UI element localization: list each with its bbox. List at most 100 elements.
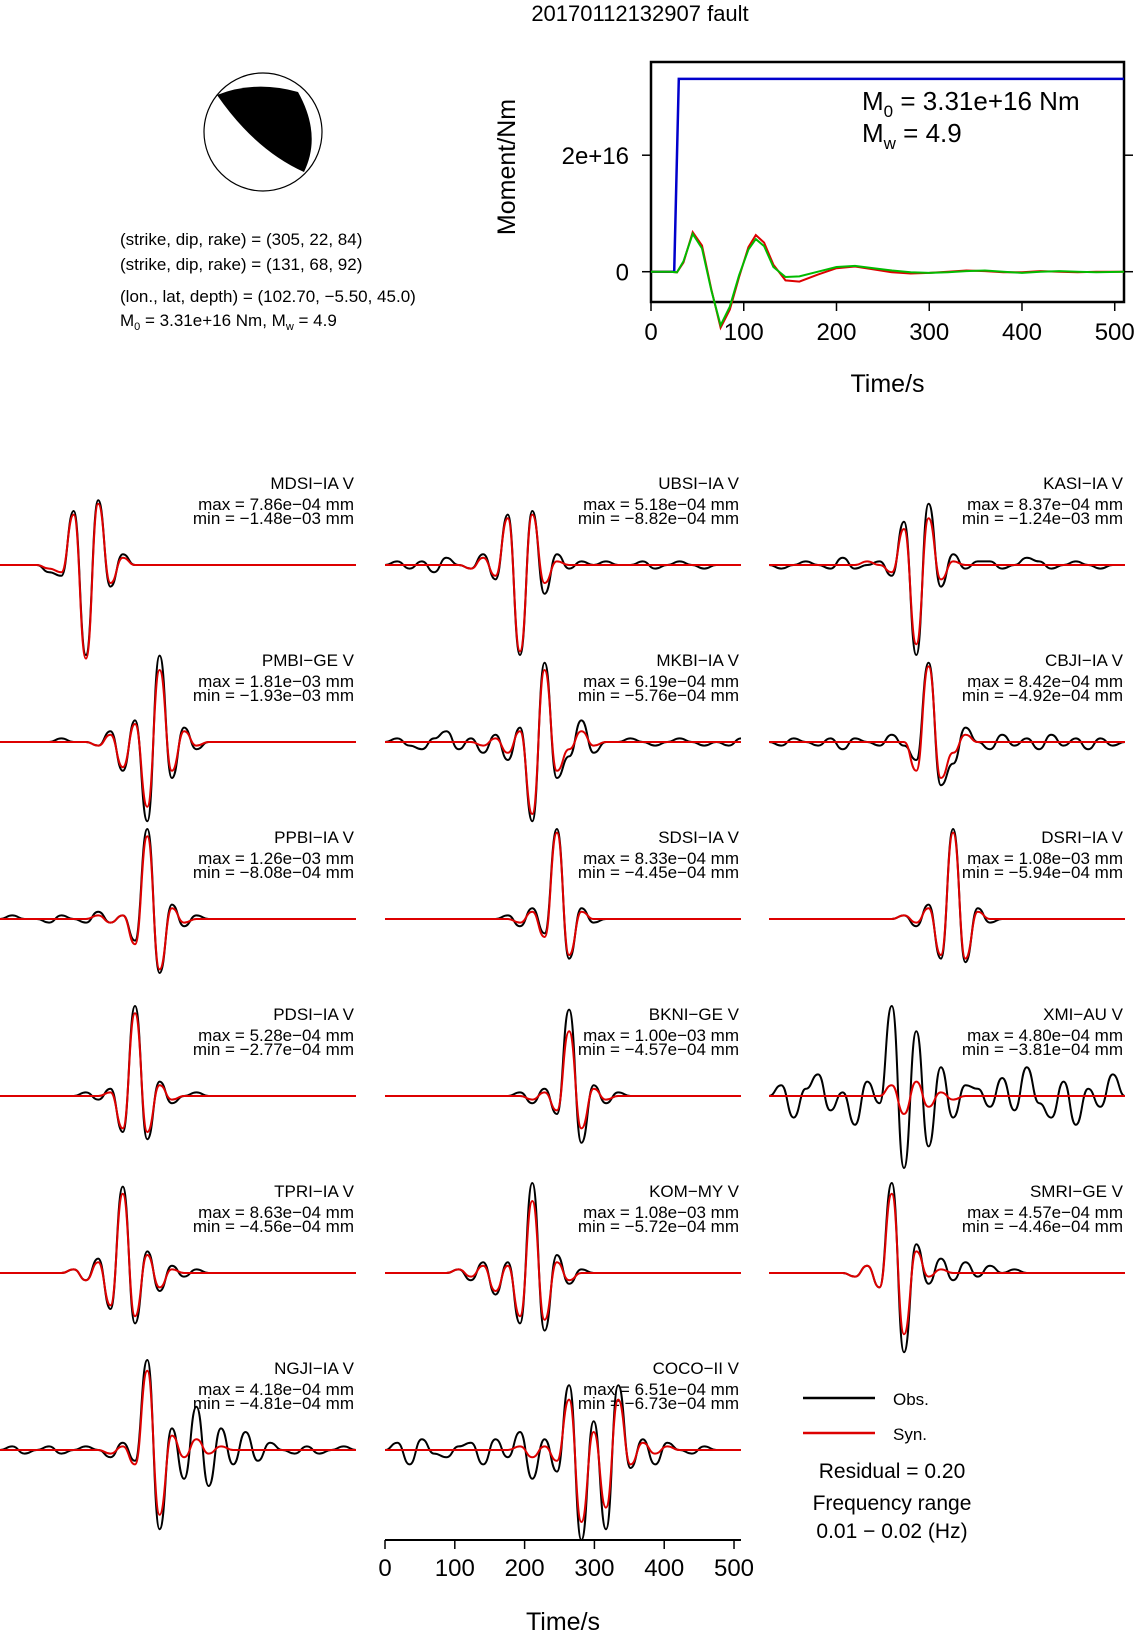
station-min: min = −5.76e−04 mm bbox=[578, 686, 739, 705]
time-tick-label: 200 bbox=[505, 1555, 545, 1582]
station-max: max = 7.86e−04 mm bbox=[198, 495, 354, 514]
station-max: max = 6.19e−04 mm bbox=[583, 672, 739, 691]
stf-plot-frame bbox=[649, 60, 1126, 304]
station-name: BKNI−GE V bbox=[649, 1005, 740, 1024]
station-name: UBSI−IA V bbox=[658, 474, 739, 493]
stf-xtick-label: 0 bbox=[644, 319, 657, 346]
synthetic-trace bbox=[0, 502, 356, 660]
synthetic-trace bbox=[768, 517, 1125, 646]
station-min: min = −8.82e−04 mm bbox=[578, 509, 739, 528]
station-name: COCO−II V bbox=[653, 1359, 740, 1378]
stf-xtick-label: 400 bbox=[1002, 319, 1042, 346]
nodal-plane-2-label: (strike, dip, rake) = (131, 68, 92) bbox=[120, 255, 362, 274]
synthetic-trace bbox=[768, 665, 1125, 780]
station-name: XMI−AU V bbox=[1043, 1005, 1123, 1024]
station-max: max = 1.26e−03 mm bbox=[198, 849, 354, 868]
time-tick-label: 300 bbox=[574, 1555, 614, 1582]
stf-xtick-label: 500 bbox=[1095, 319, 1135, 346]
station-max: max = 5.28e−04 mm bbox=[198, 1026, 354, 1045]
figure-title: 20170112132907 fault bbox=[531, 1, 748, 26]
synthetic-trace bbox=[384, 668, 741, 816]
station-min: min = −1.48e−03 mm bbox=[193, 509, 354, 528]
station-name: CBJI−IA V bbox=[1045, 651, 1124, 670]
station-name: KOM−MY V bbox=[649, 1182, 740, 1201]
synthetic-trace bbox=[0, 835, 356, 971]
synthetic-trace bbox=[768, 831, 1125, 960]
synthetic-trace bbox=[0, 1369, 356, 1516]
legend: Obs. Syn. bbox=[803, 1390, 929, 1444]
residual-label: Residual = 0.20 bbox=[819, 1460, 966, 1483]
station-name: MDSI−IA V bbox=[270, 474, 354, 493]
synthetic-trace bbox=[0, 668, 356, 808]
waveform-time-axis: 0 100 200 300 400 500 Time/s bbox=[378, 1539, 754, 1636]
station-max: max = 1.81e−03 mm bbox=[198, 672, 354, 691]
stf-m0-annotation: M0 = 3.31e+16 Nm bbox=[862, 86, 1080, 121]
time-axis-label: Time/s bbox=[526, 1608, 600, 1636]
observed-trace bbox=[384, 661, 742, 823]
station-name: SDSI−IA V bbox=[658, 828, 739, 847]
synthetic-trace bbox=[0, 1012, 356, 1134]
station-min: min = −5.94e−04 mm bbox=[962, 863, 1123, 882]
station-min: min = −4.46e−04 mm bbox=[962, 1217, 1123, 1236]
station-min: min = −4.81e−04 mm bbox=[193, 1394, 354, 1413]
synthetic-trace bbox=[384, 1398, 741, 1524]
station-name: PMBI−GE V bbox=[262, 651, 355, 670]
stf-xlabel: Time/s bbox=[850, 370, 924, 398]
frequency-range-value: 0.01 − 0.02 (Hz) bbox=[816, 1520, 967, 1543]
station-max: max = 4.18e−04 mm bbox=[198, 1380, 354, 1399]
time-tick-label: 400 bbox=[644, 1555, 684, 1582]
station-max: max = 5.18e−04 mm bbox=[583, 495, 739, 514]
station-name: SMRI−GE V bbox=[1030, 1182, 1124, 1201]
station-name: PPBI−IA V bbox=[274, 828, 355, 847]
stf-ylabel: Moment/Nm bbox=[493, 99, 521, 235]
station-min: min = −1.93e−03 mm bbox=[193, 686, 354, 705]
station-max: max = 8.42e−04 mm bbox=[967, 672, 1123, 691]
legend-syn-label: Syn. bbox=[893, 1425, 927, 1444]
observed-trace bbox=[0, 1358, 357, 1531]
station-max: max = 1.08e−03 mm bbox=[967, 849, 1123, 868]
station-max: max = 1.08e−03 mm bbox=[583, 1203, 739, 1222]
stf-ytick-label: 2e+16 bbox=[562, 143, 629, 170]
station-min: min = −8.08e−04 mm bbox=[193, 863, 354, 882]
station-name: TPRI−IA V bbox=[274, 1182, 354, 1201]
station-max: max = 8.37e−04 mm bbox=[967, 495, 1123, 514]
stf-series-1 bbox=[651, 229, 1124, 331]
synthetic-trace bbox=[384, 513, 741, 653]
station-max: max = 4.57e−04 mm bbox=[967, 1203, 1123, 1222]
stf-xtick-label: 200 bbox=[816, 319, 856, 346]
station-max: max = 4.80e−04 mm bbox=[967, 1026, 1123, 1045]
station-min: min = −5.72e−04 mm bbox=[578, 1217, 739, 1236]
focal-mechanism-beachball bbox=[203, 72, 323, 192]
time-tick-label: 500 bbox=[714, 1555, 754, 1582]
stf-series-2 bbox=[651, 231, 1125, 329]
stf-xtick-label: 100 bbox=[724, 319, 764, 346]
synthetic-trace bbox=[768, 1080, 1125, 1116]
synthetic-trace bbox=[769, 1192, 1125, 1336]
station-name: MKBI−IA V bbox=[656, 651, 739, 670]
station-name: NGJI−IA V bbox=[274, 1359, 354, 1378]
nodal-plane-1-label: (strike, dip, rake) = (305, 22, 84) bbox=[120, 230, 362, 249]
station-name: DSRI−IA V bbox=[1041, 828, 1123, 847]
station-min: min = −3.81e−04 mm bbox=[962, 1040, 1123, 1059]
observed-trace bbox=[768, 1004, 1126, 1170]
station-min: min = −4.92e−04 mm bbox=[962, 686, 1123, 705]
location-label: (lon., lat, depth) = (102.70, −5.50, 45.… bbox=[120, 287, 416, 306]
station-name: KASI−IA V bbox=[1043, 474, 1124, 493]
